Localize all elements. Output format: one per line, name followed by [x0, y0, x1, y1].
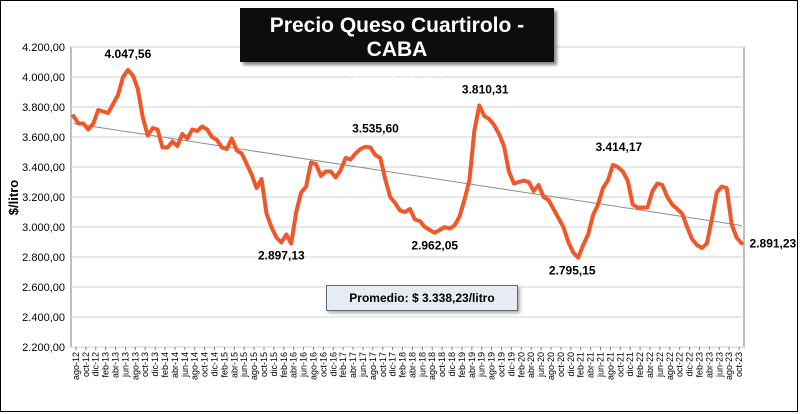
- x-tick-label: feb-20: [516, 352, 526, 378]
- x-tick-label: ago-19: [487, 352, 497, 380]
- x-tick-label: jun-23: [714, 352, 724, 378]
- y-tick-label: 2.600,00: [22, 282, 65, 294]
- x-tick-label: feb-21: [576, 352, 586, 378]
- data-label: 2.897,13: [258, 248, 305, 262]
- x-tick-label: ago-18: [427, 352, 437, 380]
- y-tick-label: 3.600,00: [22, 132, 65, 144]
- x-tick-label: jun-14: [180, 352, 190, 378]
- x-tick-label: ago-20: [546, 352, 556, 380]
- average-label-box: Promedio: $ 3.338,23/litro: [326, 285, 518, 311]
- x-tick-label: oct-15: [259, 352, 269, 377]
- x-tick-label: ago-14: [190, 352, 200, 380]
- chart-title: Precio Queso Cuartirolo - CABA: [269, 14, 525, 61]
- x-tick-label: ago-17: [368, 352, 378, 380]
- x-tick-label: dic-21: [625, 352, 635, 377]
- y-tick-label: 3.200,00: [22, 192, 65, 204]
- x-tick-label: abr-16: [289, 352, 299, 378]
- x-tick-label: abr-20: [526, 352, 536, 378]
- x-tick-label: oct-17: [378, 352, 388, 377]
- y-tick-label: 4.000,00: [22, 72, 65, 84]
- y-tick-label: 2.400,00: [22, 312, 65, 324]
- x-tick-label: feb-16: [279, 352, 289, 378]
- x-tick-label: oct-21: [615, 352, 625, 377]
- x-tick-label: ago-21: [605, 352, 615, 380]
- x-tick-label: jun-16: [299, 352, 309, 378]
- x-tick-label: feb-22: [635, 352, 645, 378]
- x-tick-label: ago-15: [249, 352, 259, 380]
- x-tick-label: oct-22: [675, 352, 685, 377]
- x-tick-label: abr-13: [111, 352, 121, 378]
- x-tick-label: jun-22: [655, 352, 665, 378]
- x-tick-label: dic-20: [566, 352, 576, 377]
- x-tick-label: ago-23: [724, 352, 734, 380]
- y-tick-label: 3.800,00: [22, 102, 65, 114]
- x-tick-label: jun-20: [536, 352, 546, 378]
- x-tick-label: oct-14: [200, 352, 210, 377]
- x-tick-label: jun-19: [477, 352, 487, 378]
- x-tick-label: abr-14: [170, 352, 180, 378]
- x-tick-label: abr-23: [704, 352, 714, 378]
- x-tick-label: dic-22: [685, 352, 695, 377]
- x-tick-label: ago-13: [130, 352, 140, 380]
- x-tick-label: dic-14: [210, 352, 220, 377]
- data-label: 3.535,60: [352, 122, 399, 136]
- x-tick-label: feb-23: [694, 352, 704, 378]
- x-tick-label: oct-23: [734, 352, 744, 377]
- y-tick-label: 3.000,00: [22, 222, 65, 234]
- x-tick-label: abr-21: [586, 352, 596, 378]
- x-tick-label: feb-15: [219, 352, 229, 378]
- x-tick-label: dic-15: [269, 352, 279, 377]
- series-line: [71, 67, 744, 260]
- x-tick-label: feb-13: [101, 352, 111, 378]
- x-tick-label: abr-18: [407, 352, 417, 378]
- x-tick-label: dic-18: [447, 352, 457, 377]
- x-tick-label: dic-13: [150, 352, 160, 377]
- x-tick-label: dic-12: [91, 352, 101, 377]
- x-tick-label: abr-15: [229, 352, 239, 378]
- x-tick-label: jun-13: [120, 352, 130, 378]
- x-tick-label: oct-16: [318, 352, 328, 377]
- x-tick-label: dic-19: [506, 352, 516, 377]
- trendline: [73, 123, 742, 226]
- chart-title-box: Precio Queso Cuartirolo - CABA - ajustad…: [240, 8, 554, 80]
- x-tick-label: abr-22: [645, 352, 655, 378]
- data-label: 3.414,17: [596, 140, 643, 154]
- y-axis-label: $/litro: [6, 179, 22, 216]
- data-label: 2.891,23: [750, 236, 797, 250]
- x-tick-label: jun-21: [595, 352, 605, 378]
- y-tick-label: 2.200,00: [22, 342, 65, 354]
- x-tick-label: feb-14: [160, 352, 170, 378]
- x-tick-label: oct-13: [140, 352, 150, 377]
- y-tick-label: 4.200,00: [22, 42, 65, 54]
- y-tick-label: 2.800,00: [22, 252, 65, 264]
- x-tick-label: oct-20: [556, 352, 566, 377]
- chart-subtitle: - ajustado por IPC -: [340, 65, 454, 80]
- x-tick-label: ago-22: [665, 352, 675, 380]
- y-tick-label: 3.400,00: [22, 162, 65, 174]
- x-tick-label: feb-19: [457, 352, 467, 378]
- x-tick-label: oct-19: [497, 352, 507, 377]
- x-tick-label: dic-16: [328, 352, 338, 377]
- x-tick-label: oct-12: [81, 352, 91, 377]
- data-label: 2.962,05: [411, 239, 458, 253]
- data-label: 3.810,31: [462, 82, 509, 96]
- data-label: 2.795,15: [549, 264, 596, 278]
- x-tick-label: feb-18: [398, 352, 408, 378]
- x-tick-label: jun-17: [358, 352, 368, 378]
- x-tick-label: oct-18: [437, 352, 447, 377]
- data-label: 4.047,56: [105, 47, 152, 61]
- x-tick-label: jun-15: [239, 352, 249, 378]
- x-tick-label: ago-12: [71, 352, 81, 380]
- x-tick-label: ago-16: [308, 352, 318, 380]
- x-tick-label: feb-17: [338, 352, 348, 378]
- x-tick-label: dic-17: [388, 352, 398, 377]
- x-tick-label: abr-19: [467, 352, 477, 378]
- x-tick-label: abr-17: [348, 352, 358, 378]
- x-tick-label: jun-18: [417, 352, 427, 378]
